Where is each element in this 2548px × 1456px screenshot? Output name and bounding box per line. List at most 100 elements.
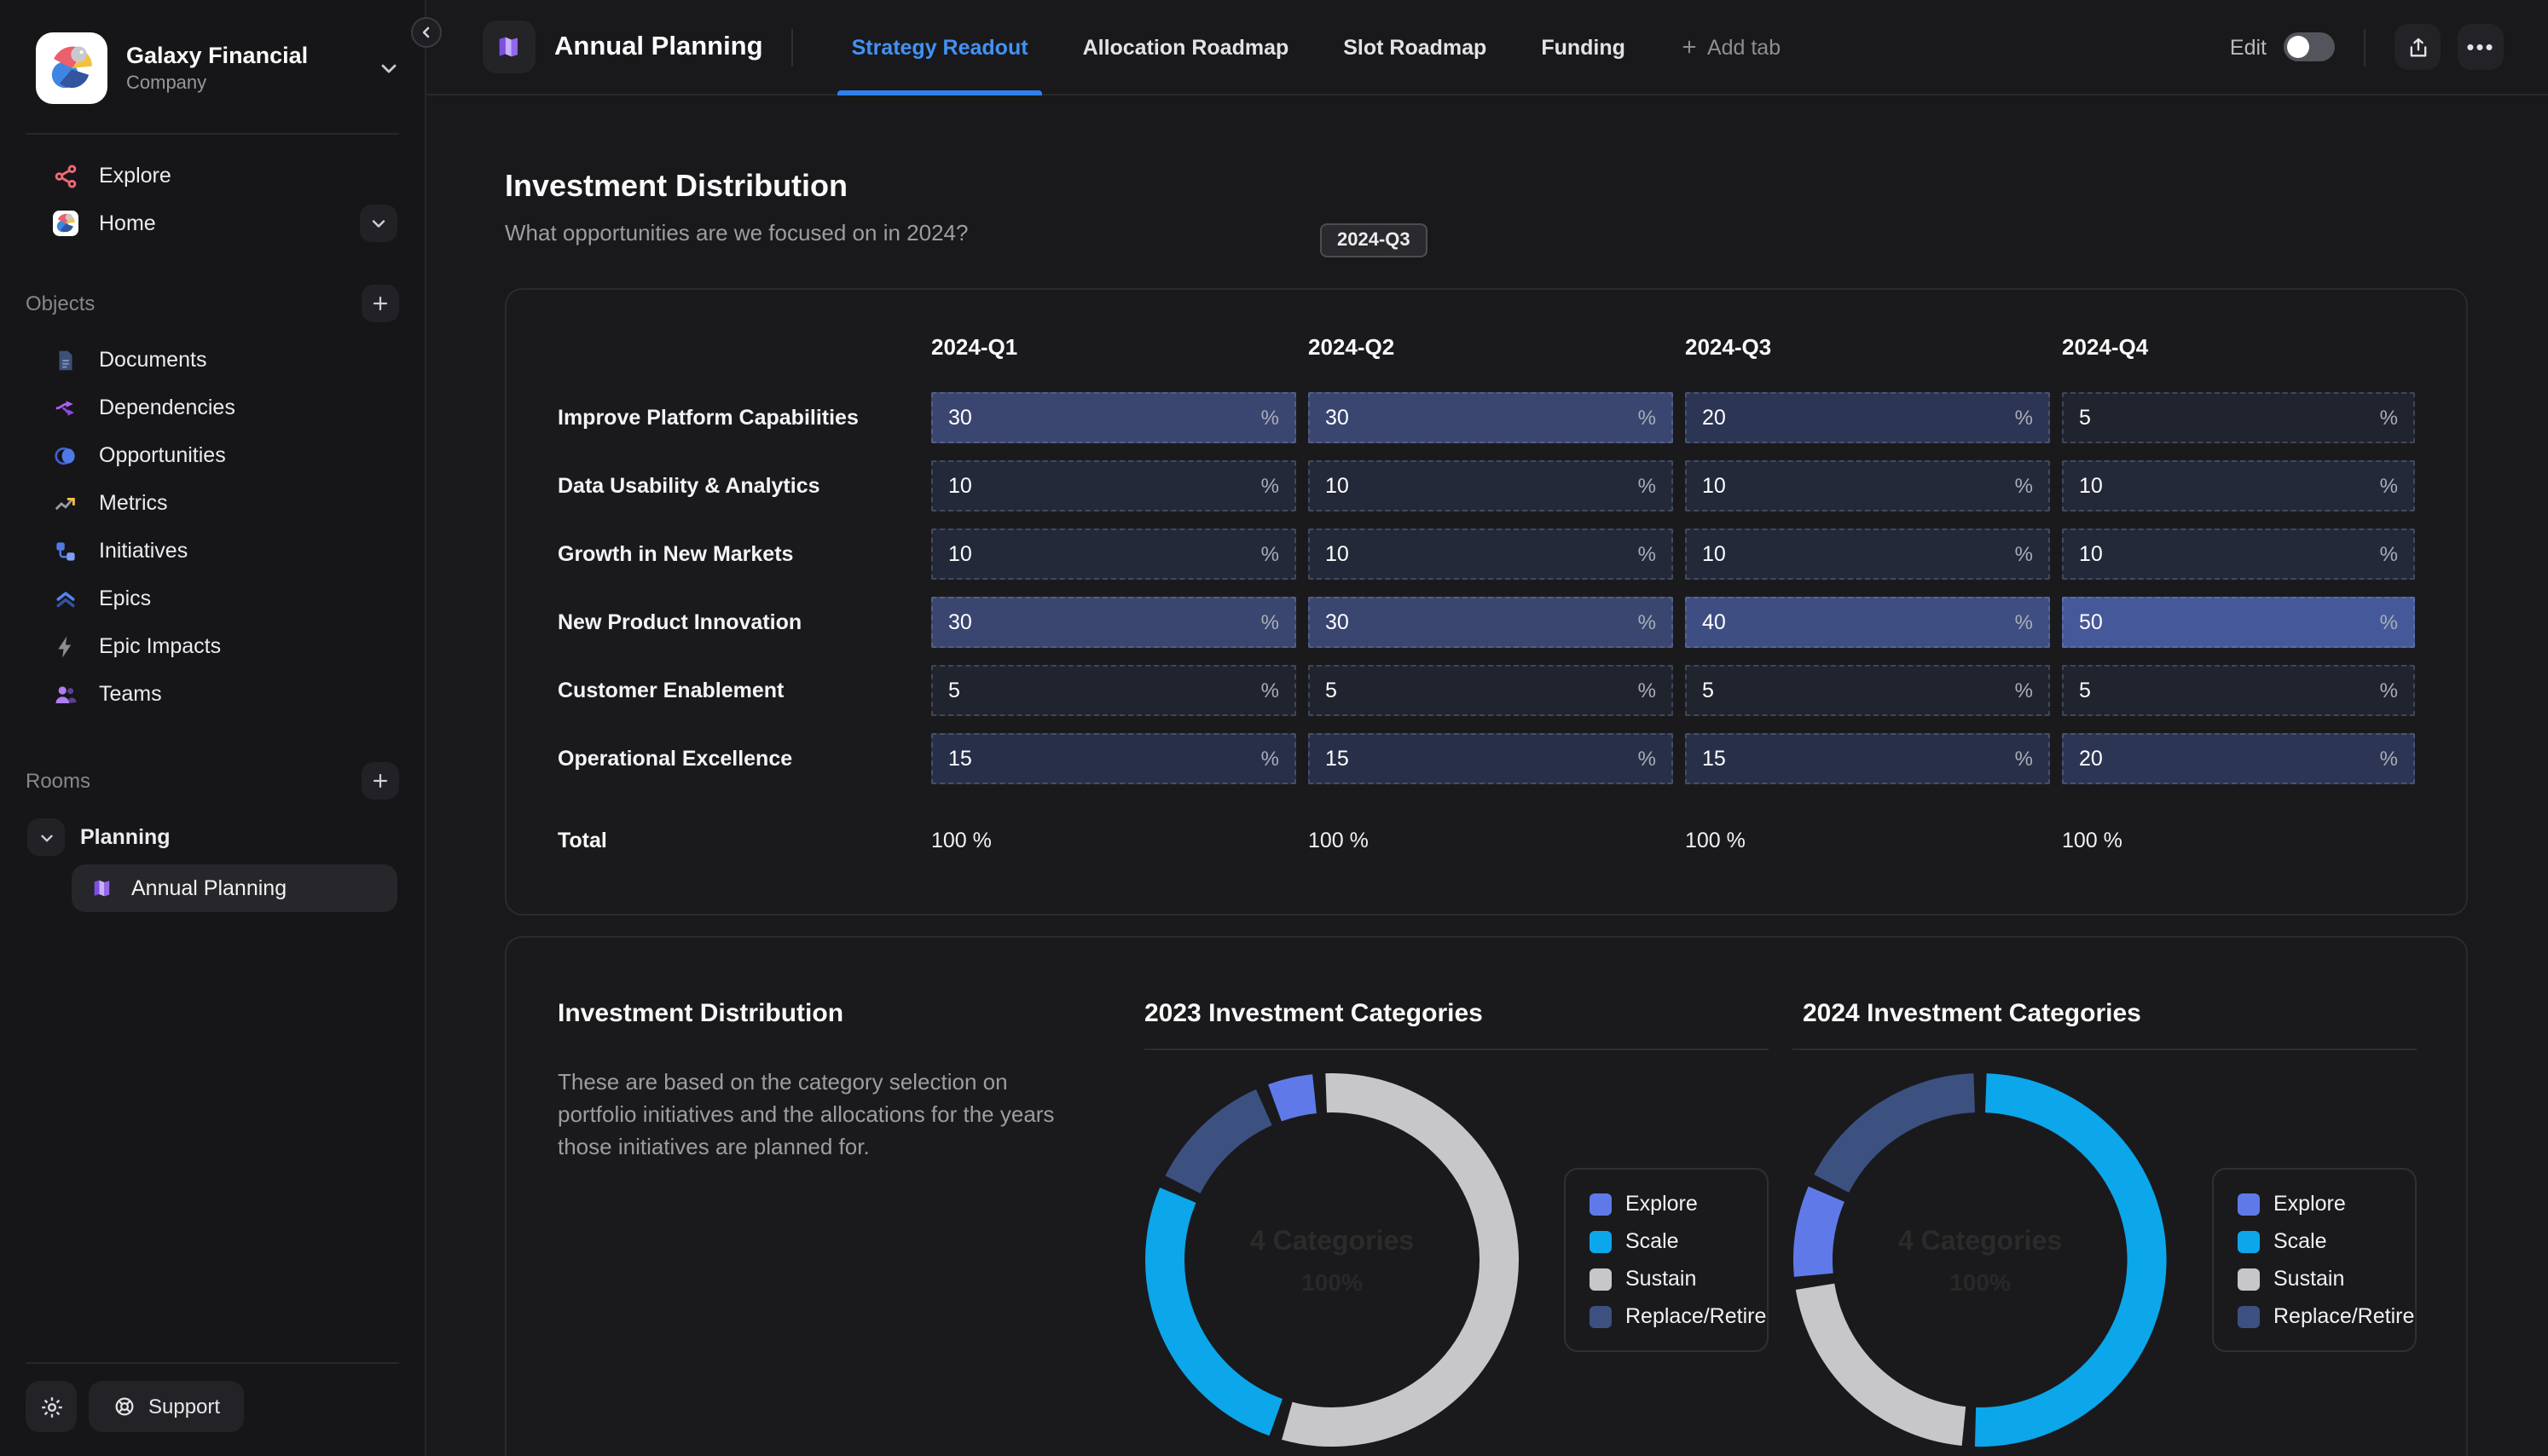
- allocation-cell[interactable]: 40%: [1685, 597, 2050, 648]
- donut-chart-2023[interactable]: 4 Categories 100%: [1144, 1072, 1520, 1447]
- donut-segment-sustain[interactable]: [1795, 1283, 1966, 1446]
- allocation-cell[interactable]: 10%: [1685, 460, 2050, 511]
- section-subtitle: What opportunities are we focused on in …: [505, 220, 969, 246]
- allocation-cell[interactable]: 50%: [2062, 597, 2415, 648]
- support-button[interactable]: Support: [89, 1381, 245, 1432]
- table-row: Customer Enablement 5% 5% 5% 5%: [558, 665, 2415, 716]
- main-area: Annual Planning Strategy Readout Allocat…: [426, 0, 2548, 1456]
- document-icon: [53, 347, 78, 373]
- sidebar-item-label: Dependencies: [99, 396, 235, 419]
- org-switcher[interactable]: Galaxy Financial Company: [0, 0, 425, 133]
- allocation-cell[interactable]: 10%: [931, 529, 1296, 580]
- donut-chart-2024[interactable]: 4 Categories 100%: [1792, 1072, 2168, 1447]
- legend-swatch: [2238, 1305, 2260, 1327]
- room-label: Planning: [80, 825, 171, 849]
- share-network-icon: [53, 163, 78, 188]
- sidebar-item-label: Opportunities: [99, 443, 226, 467]
- total-value: 100 %: [2062, 829, 2122, 852]
- allocation-cell[interactable]: 15%: [1685, 733, 2050, 784]
- company-logo-icon: [36, 32, 107, 104]
- table-row: Operational Excellence 15% 15% 15% 20%: [558, 733, 2415, 784]
- add-room-button[interactable]: [362, 762, 399, 800]
- allocation-cell[interactable]: 10%: [1685, 529, 2050, 580]
- chevron-down-icon[interactable]: [377, 56, 401, 80]
- allocation-cell[interactable]: 5%: [1685, 665, 2050, 716]
- sidebar-item-epics[interactable]: Epics: [14, 575, 411, 622]
- teams-icon: [53, 681, 78, 707]
- tab-strategy-readout[interactable]: Strategy Readout: [837, 0, 1041, 95]
- more-options-button[interactable]: •••: [2458, 24, 2504, 70]
- home-expand-button[interactable]: [360, 205, 397, 242]
- donut-segment-replace-retire[interactable]: [1165, 1089, 1273, 1194]
- sidebar-item-teams[interactable]: Teams: [14, 670, 411, 718]
- sidebar-item-home[interactable]: Home: [14, 199, 411, 247]
- sidebar-item-dependencies[interactable]: Dependencies: [14, 384, 411, 431]
- legend-swatch: [1590, 1305, 1612, 1327]
- chevron-down-icon[interactable]: [27, 818, 65, 856]
- row-label: Operational Excellence: [558, 747, 793, 771]
- sidebar-item-annual-planning[interactable]: Annual Planning: [72, 864, 397, 912]
- column-header: 2024-Q3: [1685, 334, 1772, 360]
- allocation-cell[interactable]: 15%: [931, 733, 1296, 784]
- tab-allocation-roadmap[interactable]: Allocation Roadmap: [1082, 35, 1289, 59]
- sidebar-item-metrics[interactable]: Metrics: [14, 479, 411, 527]
- metrics-icon: [53, 490, 78, 516]
- initiatives-icon: [53, 538, 78, 563]
- allocation-cell[interactable]: 30%: [1308, 597, 1673, 648]
- sidebar-item-explore[interactable]: Explore: [14, 152, 411, 199]
- sidebar-item-opportunities[interactable]: Opportunities: [14, 431, 411, 479]
- row-label: Growth in New Markets: [558, 542, 794, 566]
- allocation-cell[interactable]: 10%: [1308, 529, 1673, 580]
- chart-2023-block: 2023 Investment Categories 4 Categories 1…: [1121, 999, 1769, 1453]
- allocation-cell[interactable]: 5%: [931, 665, 1296, 716]
- allocation-cell[interactable]: 10%: [1308, 460, 1673, 511]
- allocation-cell[interactable]: 30%: [931, 597, 1296, 648]
- sidebar-item-documents[interactable]: Documents: [14, 336, 411, 384]
- donut-segment-explore[interactable]: [1268, 1074, 1317, 1122]
- allocation-cell[interactable]: 5%: [2062, 665, 2415, 716]
- sidebar-item-label: Epics: [99, 586, 152, 610]
- charts-panel-description: These are based on the category selectio…: [558, 1069, 1055, 1160]
- allocation-cell[interactable]: 10%: [931, 460, 1296, 511]
- allocation-cell[interactable]: 5%: [1308, 665, 1673, 716]
- support-label: Support: [148, 1395, 221, 1418]
- sidebar-item-label: Documents: [99, 348, 207, 372]
- tab-slot-roadmap[interactable]: Slot Roadmap: [1343, 35, 1487, 59]
- charts-description-block: Investment Distribution These are based …: [558, 999, 1121, 1453]
- add-tab-button[interactable]: Add tab: [1680, 0, 1781, 95]
- allocation-cell[interactable]: 20%: [1685, 392, 2050, 443]
- allocation-cell[interactable]: 30%: [931, 392, 1296, 443]
- home-logo-icon: [53, 211, 78, 236]
- sidebar-item-epic-impacts[interactable]: Epic Impacts: [14, 622, 411, 670]
- donut-segment-sustain[interactable]: [1282, 1073, 1519, 1447]
- chart-legend: Explore Scale Sustain Replace/Retire: [2212, 1168, 2417, 1352]
- donut-segment-replace-retire[interactable]: [1814, 1073, 1976, 1193]
- sidebar-collapse-button[interactable]: [411, 17, 442, 48]
- total-value: 100 %: [1685, 829, 1746, 852]
- table-body: Improve Platform Capabilities 30% 30% 20% 5%…: [558, 392, 2415, 866]
- allocation-cell[interactable]: 10%: [2062, 460, 2415, 511]
- sidebar-item-initiatives[interactable]: Initiatives: [14, 527, 411, 575]
- allocation-cell[interactable]: 10%: [2062, 529, 2415, 580]
- total-label: Total: [558, 829, 607, 852]
- quarter-chip[interactable]: 2024-Q3: [1320, 223, 1427, 257]
- add-object-button[interactable]: [362, 285, 399, 322]
- edit-toggle[interactable]: [2284, 32, 2335, 61]
- org-name: Galaxy Financial: [126, 43, 309, 69]
- legend-label: Explore: [2273, 1192, 2346, 1216]
- donut-segment-scale[interactable]: [1974, 1073, 2167, 1447]
- settings-button[interactable]: [26, 1381, 77, 1432]
- table-row: New Product Innovation 30% 30% 40% 50%: [558, 597, 2415, 648]
- tab-funding[interactable]: Funding: [1541, 35, 1625, 59]
- allocation-cell[interactable]: 30%: [1308, 392, 1673, 443]
- donut-segment-scale[interactable]: [1145, 1187, 1283, 1436]
- allocation-cell[interactable]: 5%: [2062, 392, 2415, 443]
- allocation-cell[interactable]: 15%: [1308, 733, 1673, 784]
- donut-segment-explore[interactable]: [1793, 1186, 1845, 1277]
- legend-item: Explore: [1590, 1192, 1743, 1216]
- share-button[interactable]: [2395, 24, 2441, 70]
- allocation-cell[interactable]: 20%: [2062, 733, 2415, 784]
- sidebar-room-planning[interactable]: Planning: [14, 813, 411, 861]
- table-row: Growth in New Markets 10% 10% 10% 10%: [558, 529, 2415, 580]
- donut-center-label: 4 Categories: [1898, 1225, 2062, 1256]
